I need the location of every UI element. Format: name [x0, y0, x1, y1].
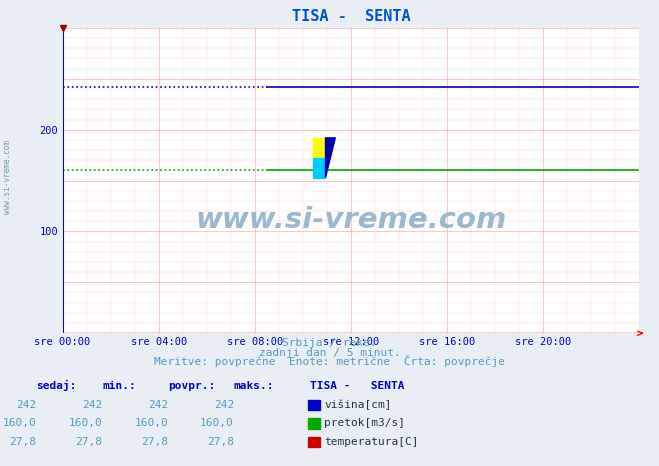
- Text: temperatura[C]: temperatura[C]: [324, 437, 418, 447]
- Text: Srbija / reke.: Srbija / reke.: [282, 338, 377, 348]
- Text: 160,0: 160,0: [200, 418, 234, 428]
- Text: zadnji dan / 5 minut.: zadnji dan / 5 minut.: [258, 348, 401, 357]
- Title: TISA -  SENTA: TISA - SENTA: [291, 9, 411, 24]
- Text: pretok[m3/s]: pretok[m3/s]: [324, 418, 405, 428]
- Polygon shape: [326, 138, 335, 178]
- Text: www.si-vreme.com: www.si-vreme.com: [3, 140, 13, 214]
- Text: 160,0: 160,0: [69, 418, 102, 428]
- Text: 27,8: 27,8: [9, 437, 36, 447]
- Text: 242: 242: [82, 400, 102, 410]
- Text: višina[cm]: višina[cm]: [324, 399, 391, 410]
- Text: 27,8: 27,8: [75, 437, 102, 447]
- Text: sedaj:: sedaj:: [36, 380, 76, 391]
- Text: TISA -   SENTA: TISA - SENTA: [310, 381, 404, 391]
- Bar: [314, 138, 326, 158]
- Text: 242: 242: [16, 400, 36, 410]
- Text: www.si-vreme.com: www.si-vreme.com: [195, 206, 507, 234]
- Text: Meritve: povprečne  Enote: metrične  Črta: povprečje: Meritve: povprečne Enote: metrične Črta:…: [154, 356, 505, 367]
- Text: maks.:: maks.:: [234, 381, 274, 391]
- Text: 27,8: 27,8: [207, 437, 234, 447]
- Text: 27,8: 27,8: [141, 437, 168, 447]
- Text: 242: 242: [214, 400, 234, 410]
- Text: 242: 242: [148, 400, 168, 410]
- Text: povpr.:: povpr.:: [168, 381, 215, 391]
- Text: min.:: min.:: [102, 381, 136, 391]
- Text: 160,0: 160,0: [3, 418, 36, 428]
- Text: 160,0: 160,0: [134, 418, 168, 428]
- Bar: [314, 158, 326, 178]
